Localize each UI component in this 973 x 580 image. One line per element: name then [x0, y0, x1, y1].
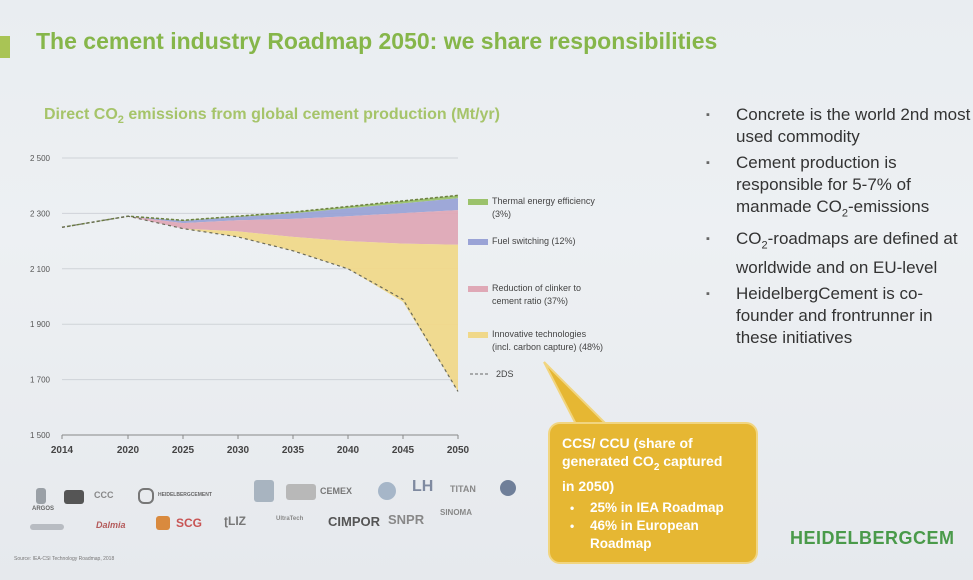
- x-tick-label: 2014: [51, 445, 74, 456]
- logo-cemex: CEMEX: [320, 486, 353, 496]
- legend-swatch-3: [468, 332, 488, 338]
- logo-titan: TITAN: [450, 484, 476, 494]
- x-tick-label: 2045: [392, 445, 415, 456]
- baseline-line: [61, 194, 459, 229]
- legend-swatch-0: [468, 199, 488, 205]
- x-tick-label: 2050: [447, 445, 470, 456]
- callout-item: 46% in European Roadmap: [562, 517, 746, 553]
- legend-label: Innovative technologies: [492, 329, 587, 339]
- y-tick-label: 2 500: [30, 154, 51, 163]
- logo-ultratech: UltraTech: [276, 516, 304, 522]
- y-tick-label: 1 500: [30, 431, 51, 440]
- legend-label: (3%): [492, 209, 511, 219]
- legend-label: Fuel switching (12%): [492, 236, 576, 246]
- bullet-item: HeidelbergCement is co-founder and front…: [706, 283, 971, 349]
- logo-dalmia: Dalmia: [96, 520, 126, 530]
- logo-tlz: ʈLIZ: [224, 514, 246, 528]
- brand-logo: HEIDELBERGCEM: [790, 528, 955, 548]
- ccs-callout: CCS/ CCU (share of generated CO2 capture…: [548, 422, 758, 564]
- bullet-list: Concrete is the world 2nd most used comm…: [706, 104, 971, 353]
- x-tick-label: 2020: [117, 445, 140, 456]
- partner-logos: ARGOS CCC HEIDELBERGCEMENT CEMEX LH TITA…: [28, 478, 538, 546]
- y-tick-label: 2 100: [30, 265, 51, 274]
- legend-swatch-1: [468, 239, 488, 245]
- legend-label-2ds: 2DS: [496, 369, 514, 379]
- y-tick-label: 1 900: [30, 320, 51, 329]
- y-tick-label: 1 700: [30, 376, 51, 385]
- area-series-3: [62, 216, 458, 392]
- legend-label: (incl. carbon capture) (48%): [492, 342, 603, 352]
- legend-label: Reduction of clinker to: [492, 283, 581, 293]
- bullet-item: Concrete is the world 2nd most used comm…: [706, 104, 971, 148]
- y-tick-label: 2 300: [30, 209, 51, 218]
- logo-sinoma: SINOMA: [440, 508, 472, 517]
- callout-item: 25% in IEA Roadmap: [562, 499, 746, 517]
- legend-label: Thermal energy efficiency: [492, 196, 595, 206]
- callout-heading: CCS/ CCU (share of generated CO2 capture…: [562, 435, 723, 494]
- legend-swatch-2: [468, 286, 488, 292]
- area-series-2: [62, 210, 458, 245]
- logo-ccc: CCC: [94, 490, 114, 500]
- chart-title: Direct CO2 emissions from global cement …: [44, 106, 500, 127]
- x-tick-label: 2035: [282, 445, 305, 456]
- bullet-item: Cement production is responsible for 5-7…: [706, 152, 971, 224]
- source-note: Source: IEA-CSI Technology Roadmap, 2018: [14, 556, 115, 562]
- logo-lh: LH: [412, 478, 434, 495]
- x-tick-label: 2030: [227, 445, 250, 456]
- bullet-item: CO2-roadmaps are defined at worldwide an…: [706, 228, 971, 278]
- title-accent-bar: [0, 36, 10, 58]
- legend-label: cement ratio (37%): [492, 296, 568, 306]
- x-tick-label: 2025: [172, 445, 195, 456]
- area-series-1: [62, 198, 458, 228]
- logo-cimpor: CIMPOR: [328, 514, 380, 529]
- x-tick-label: 2040: [337, 445, 360, 456]
- logo-snpr: SNPR: [388, 512, 425, 527]
- page-title: The cement industry Roadmap 2050: we sha…: [36, 28, 718, 54]
- logo-scg: SCG: [176, 516, 203, 530]
